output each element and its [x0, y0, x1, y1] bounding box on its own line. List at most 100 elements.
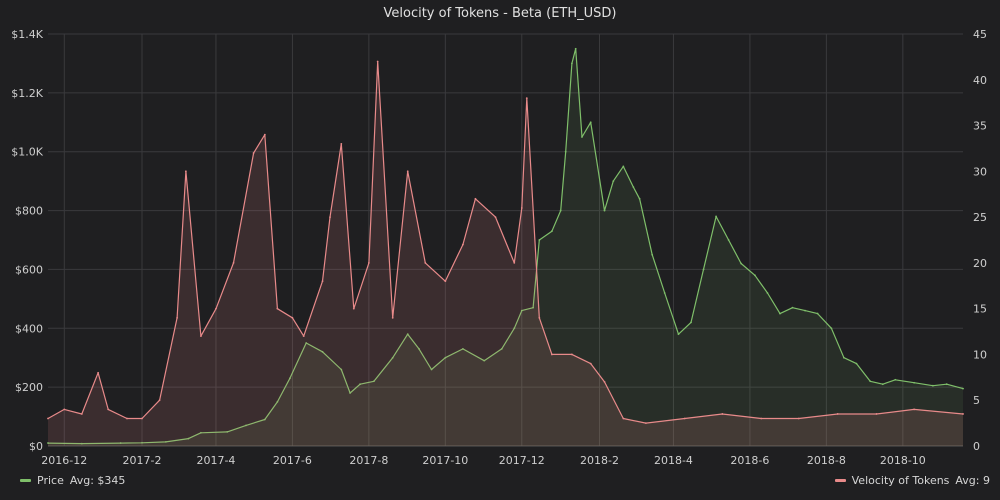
velocity-of-tokens-point-44 [797, 417, 800, 420]
price-point-24 [483, 359, 486, 362]
legend-velocity[interactable]: Velocity of Tokens Avg: 9 [834, 474, 990, 487]
velocity-of-tokens-point-11 [215, 307, 217, 310]
velocity-of-tokens-point-4 [107, 408, 110, 411]
price-point-58 [855, 362, 858, 365]
price-point-60 [881, 383, 884, 386]
price-point-33 [571, 62, 573, 65]
velocity-of-tokens-point-21 [352, 307, 355, 310]
velocity-of-tokens-point-45 [836, 413, 839, 415]
x-axis-ticks: 2016-12 2017-2 2017-4 2017-6 2017-8 2017-10 20… [41, 454, 926, 467]
velocity-of-tokens-point-1 [63, 408, 66, 411]
legend-price[interactable]: Price Avg: $345 [20, 474, 125, 487]
x-tick-label-9: 2018-6 [730, 454, 769, 467]
velocity-of-tokens-point-41 [683, 417, 686, 420]
price-point-22 [444, 356, 447, 359]
price-point-25 [500, 347, 503, 350]
x-tick-label-4: 2017-8 [349, 454, 388, 467]
x-tick-label-0: 2016-12 [41, 454, 87, 467]
velocity-of-tokens-point-40 [644, 422, 647, 425]
legend-velocity-label: Velocity of Tokens [851, 474, 950, 487]
velocity-of-tokens-point-48 [962, 413, 964, 415]
price-point-9 [263, 418, 266, 421]
price-point-5 [187, 437, 190, 440]
velocity-of-tokens-point-8 [176, 316, 179, 319]
price-point-31 [559, 209, 562, 212]
price-point-47 [715, 215, 717, 218]
velocity-of-tokens-point-37 [589, 362, 592, 365]
price-point-30 [550, 230, 553, 233]
price-point-63 [932, 384, 934, 387]
price-point-46 [702, 268, 705, 271]
velocity-of-tokens-point-18 [321, 280, 324, 283]
right-tick-label-1: 5 [973, 394, 980, 407]
price-point-35 [581, 136, 583, 138]
price-point-49 [740, 262, 743, 265]
price-point-36 [589, 121, 592, 124]
velocity-of-tokens-point-5 [126, 417, 128, 420]
velocity-of-tokens-point-7 [158, 399, 161, 402]
price-point-42 [651, 253, 654, 256]
price-point-52 [779, 312, 781, 315]
velocity-of-tokens-point-34 [538, 316, 541, 319]
price-swatch [20, 479, 31, 482]
price-point-20 [418, 347, 420, 350]
velocity-of-tokens-point-43 [760, 417, 763, 420]
price-point-10 [276, 400, 279, 403]
price-point-19 [406, 333, 409, 336]
price-point-62 [913, 381, 916, 384]
price-point-6 [200, 431, 202, 434]
right-tick-label-2: 10 [973, 348, 987, 361]
price-point-53 [791, 306, 794, 309]
right-tick-label-7: 35 [973, 120, 987, 133]
price-point-27 [520, 309, 523, 312]
velocity-of-tokens-point-28 [461, 243, 464, 246]
velocity-swatch [834, 479, 846, 482]
left-tick-label-4: $800 [15, 205, 43, 218]
price-point-11 [289, 377, 291, 380]
right-tick-label-0: 0 [973, 440, 980, 453]
velocity-of-tokens-point-14 [263, 133, 266, 136]
x-tick-label-7: 2018-2 [580, 454, 619, 467]
velocity-of-tokens-point-6 [141, 417, 143, 420]
price-point-26 [513, 327, 516, 330]
price-point-4 [164, 440, 167, 443]
right-axis-ticks: 0 5 10 15 20 25 30 35 40 45 [973, 28, 987, 453]
price-point-1 [80, 442, 83, 445]
right-tick-label-8: 40 [973, 74, 987, 87]
velocity-of-tokens-point-35 [550, 353, 553, 356]
price-point-59 [869, 380, 872, 383]
price-point-50 [754, 274, 756, 277]
velocity-of-tokens-point-31 [513, 261, 516, 264]
grid-lines [48, 33, 963, 447]
velocity-of-tokens-point-2 [80, 413, 83, 415]
velocity-of-tokens-point-12 [232, 261, 235, 264]
price-point-37 [603, 209, 606, 212]
price-point-14 [340, 368, 343, 371]
price-point-0 [47, 442, 49, 444]
left-tick-label-1: $200 [15, 381, 43, 394]
price-point-18 [391, 356, 394, 359]
price-area [48, 48, 963, 446]
price-point-40 [632, 186, 635, 188]
left-tick-label-0: $0 [29, 440, 43, 453]
x-tick-label-1: 2017-2 [123, 454, 162, 467]
left-tick-label-6: $1.2K [11, 87, 43, 100]
right-tick-label-9: 45 [973, 28, 987, 41]
velocity-of-tokens-point-23 [376, 60, 379, 63]
velocity-of-tokens-point-25 [406, 170, 409, 173]
price-point-29 [538, 239, 541, 241]
chart-title: Velocity of Tokens - Beta (ETH_USD) [383, 6, 617, 21]
price-point-34 [574, 47, 577, 50]
velocity-of-tokens-point-24 [391, 316, 394, 319]
left-tick-label-7: $1.4K [11, 28, 43, 41]
velocity-of-tokens-point-36 [571, 353, 573, 356]
velocity-of-tokens-point-26 [424, 261, 427, 264]
legend-price-avg: Avg: $345 [69, 474, 126, 487]
x-tick-label-8: 2018-4 [654, 454, 693, 467]
price-series [47, 47, 964, 446]
velocity-series [47, 60, 964, 446]
price-point-43 [663, 292, 666, 294]
price-point-65 [962, 387, 964, 390]
price-point-15 [349, 392, 351, 394]
